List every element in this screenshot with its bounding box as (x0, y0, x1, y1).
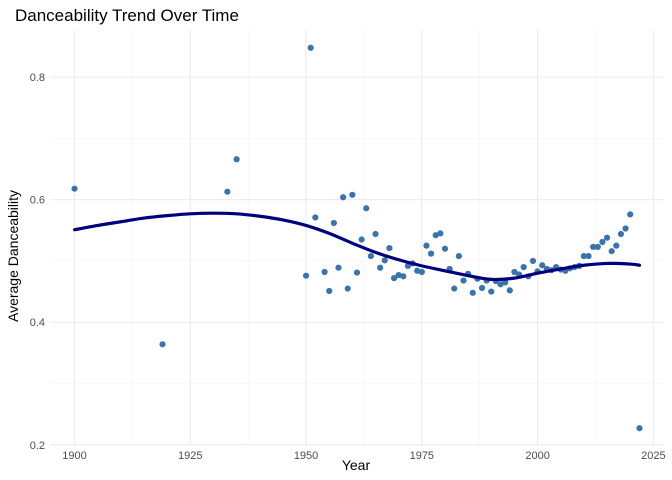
data-point (303, 273, 309, 279)
data-point (159, 341, 165, 347)
data-points (71, 45, 642, 432)
data-point (377, 265, 383, 271)
data-point (613, 243, 619, 249)
data-point (363, 205, 369, 211)
data-point (400, 273, 406, 279)
data-point (335, 265, 341, 271)
data-point (585, 253, 591, 259)
x-tick-label: 2000 (525, 450, 549, 462)
data-point (521, 264, 527, 270)
data-point (312, 214, 318, 220)
chart-title: Danceability Trend Over Time (15, 6, 239, 25)
data-point (479, 285, 485, 291)
data-point (224, 189, 230, 195)
data-point (456, 253, 462, 259)
minor-gridlines (50, 30, 664, 446)
data-point (488, 289, 494, 295)
data-point (372, 231, 378, 237)
data-point (354, 270, 360, 276)
y-tick-label: 0.8 (30, 72, 45, 84)
data-point (321, 269, 327, 275)
data-point (507, 287, 513, 293)
data-point (530, 258, 536, 264)
data-point (368, 253, 374, 259)
data-point (442, 246, 448, 252)
data-point (419, 269, 425, 275)
x-axis-title: Year (342, 457, 371, 473)
data-point (382, 257, 388, 263)
x-tick-label: 1975 (410, 450, 434, 462)
data-point (627, 211, 633, 217)
data-point (470, 290, 476, 296)
data-point (599, 239, 605, 245)
data-point (451, 285, 457, 291)
data-point (326, 288, 332, 294)
data-point (71, 186, 77, 192)
data-point (386, 245, 392, 251)
data-point (428, 251, 434, 257)
data-point (437, 230, 443, 236)
data-point (618, 231, 624, 237)
data-point (359, 236, 365, 242)
data-point (345, 285, 351, 291)
data-point (622, 225, 628, 231)
y-tick-label: 0.6 (30, 195, 45, 207)
data-point (340, 194, 346, 200)
data-point (423, 243, 429, 249)
data-point (331, 220, 337, 226)
data-point (636, 425, 642, 431)
y-tick-label: 0.2 (30, 440, 45, 452)
data-point (609, 248, 615, 254)
y-tick-label: 0.4 (30, 317, 45, 329)
data-point (460, 277, 466, 283)
x-tick-label: 1900 (62, 450, 86, 462)
data-point (604, 235, 610, 241)
data-point (308, 45, 314, 51)
x-tick-label: 1950 (294, 450, 318, 462)
x-tick-label: 1925 (178, 450, 202, 462)
y-axis-title: Average Danceability (5, 190, 21, 322)
data-point (234, 156, 240, 162)
x-tick-label: 2025 (641, 450, 665, 462)
y-axis-ticks: 0.2 0.4 0.6 0.8 (30, 72, 45, 452)
data-point (349, 192, 355, 198)
data-point (595, 244, 601, 250)
